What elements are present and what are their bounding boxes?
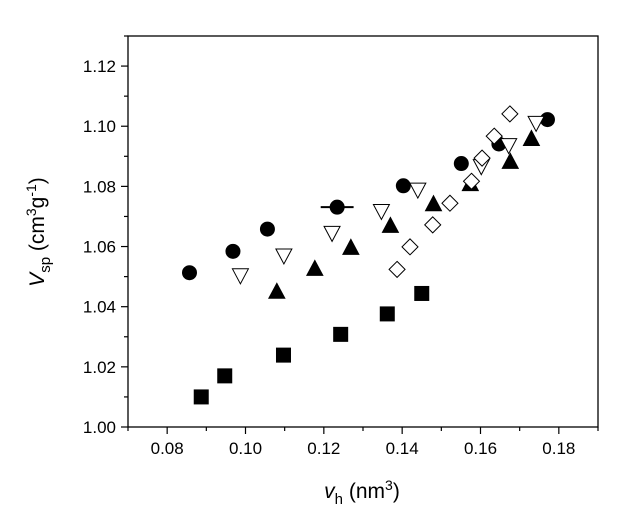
- y-tick-label: 1.06: [83, 238, 116, 257]
- open-down-triangle-point: [275, 248, 293, 266]
- x-tick-label: 0.14: [386, 439, 419, 458]
- y-tick-labels: 1.00 1.02 1.04 1.06 1.08 1.10 1.12: [83, 57, 116, 437]
- filled-circle-point: [329, 199, 345, 215]
- y-tick-label: 1.04: [83, 298, 116, 317]
- open-down-triangle-point: [372, 203, 391, 221]
- open-down-triangle-point: [527, 115, 545, 133]
- filled-square-point: [275, 347, 291, 363]
- x-tick-label: 0.16: [464, 439, 497, 458]
- y-tick-label: 1.10: [83, 117, 116, 136]
- filled-square-point: [193, 389, 209, 405]
- open-down-triangle-point: [323, 225, 341, 243]
- open-down-triangle-point: [409, 182, 427, 200]
- x-tick-label: 0.12: [307, 439, 340, 458]
- open-diamond-point: [462, 172, 481, 190]
- filled-circle-point: [259, 221, 275, 237]
- y-axis-label: Vsp (cm3g-1): [23, 177, 54, 287]
- open-diamond-point: [424, 216, 442, 234]
- y-tick-label: 1.02: [83, 358, 116, 377]
- axis-ticks: [121, 35, 599, 434]
- x-tick-labels: 0.08 0.10 0.12 0.14 0.16 0.18: [151, 439, 576, 458]
- x-tick-label: 0.10: [229, 439, 262, 458]
- filled-circle-point: [395, 178, 411, 194]
- y-tick-label: 1.12: [83, 57, 116, 76]
- plot-frame: [127, 35, 599, 428]
- filled-square-point: [217, 368, 233, 384]
- filled-up-triangle-point: [522, 129, 541, 146]
- open-down-triangle-point: [499, 138, 518, 155]
- filled-up-triangle-point: [381, 216, 400, 233]
- x-tick-label: 0.18: [542, 439, 575, 458]
- open-diamond-point: [441, 194, 459, 212]
- filled-circle-point: [225, 243, 241, 259]
- open-down-triangle-point: [231, 268, 250, 285]
- data-points: [181, 105, 555, 405]
- filled-square-point: [379, 306, 395, 322]
- open-diamond-point: [388, 260, 406, 279]
- filled-square-point: [333, 326, 349, 342]
- filled-circle-point: [181, 265, 197, 281]
- open-diamond-point: [473, 149, 491, 167]
- filled-up-triangle-point: [305, 259, 324, 276]
- x-tick-label: 0.08: [151, 439, 184, 458]
- filled-up-triangle-point: [342, 238, 360, 255]
- filled-up-triangle-point: [268, 282, 286, 299]
- open-diamond-point: [401, 238, 419, 256]
- filled-square-point: [414, 285, 430, 301]
- open-diamond-point: [501, 105, 519, 123]
- open-diamond-point: [485, 127, 503, 145]
- filled-up-triangle-point: [501, 152, 520, 169]
- filled-up-triangle-point: [424, 194, 443, 212]
- x-axis-label: vh (nm3): [324, 477, 400, 508]
- y-tick-label: 1.00: [83, 418, 116, 437]
- y-tick-label: 1.08: [83, 177, 116, 196]
- filled-circle-point: [453, 156, 469, 172]
